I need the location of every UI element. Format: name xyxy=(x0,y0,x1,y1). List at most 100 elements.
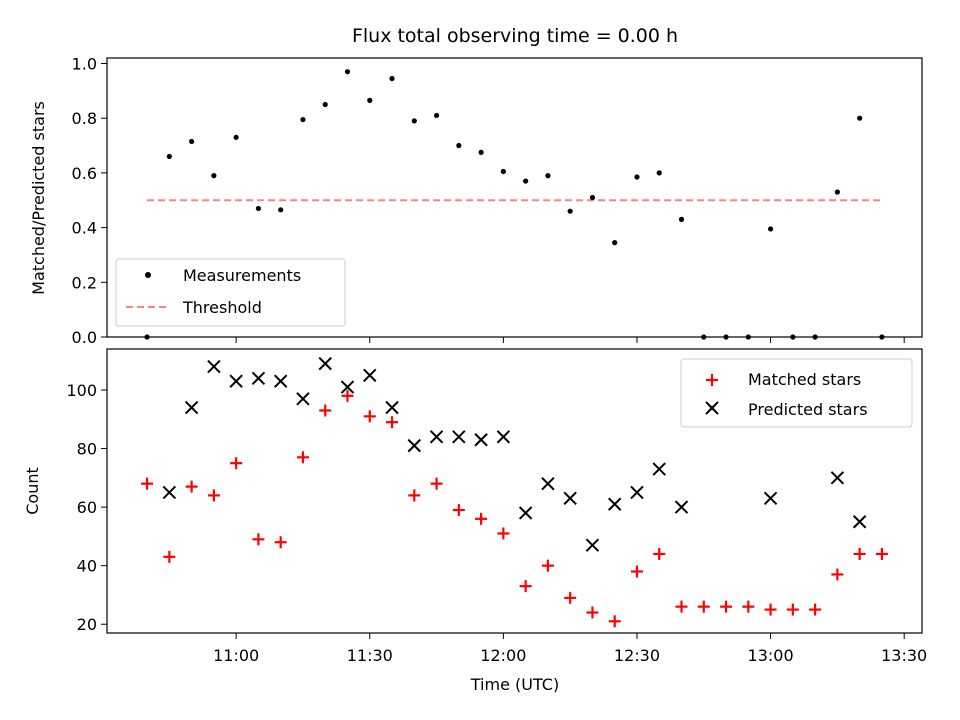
bottom-x-tick-label: 13:30 xyxy=(881,646,927,665)
matched-stars-series xyxy=(141,389,888,628)
matched-star-point xyxy=(697,600,710,613)
measurements-series xyxy=(144,69,885,340)
matched-star-point xyxy=(386,416,399,429)
measurement-point xyxy=(545,173,551,179)
legend-predicted-marker xyxy=(705,401,719,415)
measurement-point xyxy=(500,168,506,175)
measurement-point xyxy=(656,170,662,176)
measurement-point xyxy=(612,240,618,246)
measurement-point xyxy=(478,149,484,155)
measurement-point xyxy=(389,75,395,82)
bottom-axes-frame xyxy=(106,348,923,634)
measurement-point xyxy=(233,134,239,140)
predicted-star-point xyxy=(518,506,533,520)
matched-star-point xyxy=(586,606,599,619)
measurement-point xyxy=(678,216,685,222)
predicted-star-point xyxy=(830,471,845,485)
predicted-star-point xyxy=(340,380,355,394)
predicted-star-point xyxy=(296,392,310,406)
measurement-point xyxy=(857,115,863,121)
predicted-star-point xyxy=(429,430,444,444)
bottom-x-tick-label: 11:00 xyxy=(213,646,259,665)
top-panel: 0.0 0.2 0.4 0.6 0.8 1.0 Matched/Predicted sta… xyxy=(29,54,923,347)
predicted-star-point xyxy=(763,491,778,506)
measurement-point xyxy=(278,207,284,213)
bottom-x-tick-label: 12:30 xyxy=(614,646,660,665)
measurement-point xyxy=(433,112,440,119)
matched-star-point xyxy=(252,533,265,546)
bottom-y-tick-label: 40 xyxy=(77,557,97,576)
measurement-point xyxy=(367,97,373,103)
matched-star-point xyxy=(497,527,510,540)
matched-star-point xyxy=(452,504,465,517)
measurement-point xyxy=(255,205,262,212)
legend-predicted-label: Predicted stars xyxy=(748,400,868,419)
top-y-tick-label: 0.8 xyxy=(72,109,97,128)
chart-title: Flux total observing time = 0.00 h xyxy=(352,25,678,47)
predicted-star-point xyxy=(363,368,377,383)
bottom-y-tick-label: 100 xyxy=(66,381,97,400)
predicted-star-point xyxy=(452,430,466,444)
predicted-star-point xyxy=(318,356,332,371)
matched-star-point xyxy=(319,404,332,417)
predicted-star-point xyxy=(585,538,600,552)
predicted-star-point xyxy=(563,491,577,506)
matched-star-point xyxy=(742,600,755,613)
legend-measurements-marker xyxy=(145,272,151,278)
measurement-point xyxy=(523,178,529,184)
top-y-tick-label: 0.0 xyxy=(72,328,97,347)
matched-star-point xyxy=(809,603,822,616)
predicted-star-point xyxy=(385,400,399,415)
bottom-x-axis-label: Time (UTC) xyxy=(470,675,559,694)
predicted-star-point xyxy=(251,371,266,385)
matched-star-point xyxy=(875,547,888,560)
matched-star-point xyxy=(408,489,421,502)
measurement-point xyxy=(300,116,306,123)
predicted-star-point xyxy=(162,485,177,500)
matched-star-point xyxy=(274,536,287,549)
matched-star-point xyxy=(341,389,354,402)
matched-star-point xyxy=(296,451,309,464)
matched-star-point xyxy=(363,410,376,423)
predicted-star-point xyxy=(652,462,666,476)
legend-matched-label: Matched stars xyxy=(748,370,861,389)
matched-star-point xyxy=(831,568,844,581)
bottom-x-tick-label: 13:00 xyxy=(748,646,794,665)
matched-star-point xyxy=(608,615,621,628)
bottom-y-tick-label: 20 xyxy=(77,615,97,634)
matched-star-point xyxy=(786,603,799,616)
matched-star-point xyxy=(764,603,777,616)
predicted-star-point xyxy=(474,433,488,447)
measurement-point xyxy=(589,194,596,201)
matched-star-point xyxy=(185,480,198,493)
matched-star-point xyxy=(675,600,688,613)
top-y-tick-label: 0.6 xyxy=(72,164,97,183)
matched-star-point xyxy=(163,550,176,563)
measurement-point xyxy=(834,189,840,195)
predicted-star-point xyxy=(607,497,622,511)
predicted-star-point xyxy=(852,515,867,529)
bottom-x-axis: 11:00 11:30 12:00 12:30 13:00 13:30 xyxy=(213,633,927,665)
bottom-y-axis: 20 40 60 80 100 xyxy=(66,381,107,634)
measurement-point xyxy=(322,101,328,108)
measurement-point xyxy=(211,173,217,179)
top-y-axis-label: Matched/Predicted stars xyxy=(29,101,48,295)
measurement-point xyxy=(634,174,640,180)
predicted-star-point xyxy=(630,485,644,500)
top-y-axis: 0.0 0.2 0.4 0.6 0.8 1.0 xyxy=(72,54,107,347)
bottom-legend-box xyxy=(680,358,913,428)
predicted-star-point xyxy=(184,400,199,415)
predicted-star-point xyxy=(674,500,689,514)
bottom-x-tick-label: 11:30 xyxy=(347,646,393,665)
measurement-point xyxy=(166,153,172,160)
measurement-point xyxy=(767,226,774,232)
bottom-y-tick-label: 80 xyxy=(77,440,97,459)
predicted-stars-series xyxy=(162,356,867,552)
predicted-star-point xyxy=(229,374,243,388)
matched-star-point xyxy=(207,489,220,502)
top-y-tick-label: 0.2 xyxy=(72,273,97,292)
bottom-legend: Matched stars Predicted stars xyxy=(680,358,913,428)
predicted-star-point xyxy=(273,374,288,388)
top-legend: Measurements Threshold xyxy=(115,258,346,327)
